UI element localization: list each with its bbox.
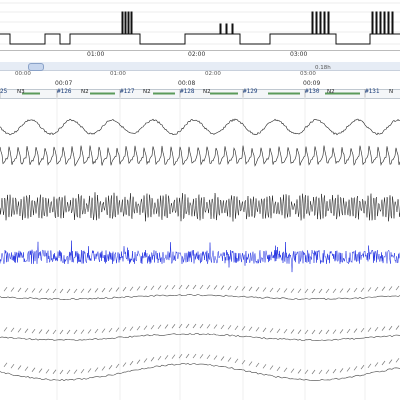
epoch-bar[interactable] xyxy=(0,89,400,99)
detail-top-tick: 00:09 xyxy=(303,80,321,87)
epoch-stage[interactable]: N xyxy=(389,89,394,95)
signal-traces[interactable] xyxy=(0,97,400,400)
duration-label: 0.18h xyxy=(315,65,331,71)
scroll-thumb-handle[interactable] xyxy=(28,63,44,71)
overview-tick: 03:00 xyxy=(290,51,308,58)
epoch-stage[interactable]: N2 xyxy=(143,89,151,95)
trace-numeric-2 xyxy=(0,323,400,341)
epoch-stage[interactable]: N2 xyxy=(203,89,211,95)
epoch-stage[interactable]: N3 xyxy=(17,89,25,95)
epoch-stage[interactable]: N2 xyxy=(327,89,335,95)
epoch-number[interactable]: #129 xyxy=(243,88,258,95)
overview-tick: 01:00 xyxy=(87,51,105,58)
detail-mid-tick: 00:00 xyxy=(15,71,31,77)
detail-mid-tick: 02:00 xyxy=(205,71,221,77)
detail-time-axis: 00:00 01:00 02:00 03:00 0.18h 00:07 00:0… xyxy=(0,65,400,90)
trace-eeg[interactable] xyxy=(0,192,400,222)
detail-mid-tick: 01:00 xyxy=(110,71,126,77)
epoch-stage[interactable]: N2 xyxy=(81,89,89,95)
trace-respiration[interactable] xyxy=(0,118,400,136)
epoch-number[interactable]: 25 xyxy=(0,88,8,95)
trace-emg[interactable] xyxy=(0,240,400,273)
epoch-number[interactable]: #128 xyxy=(180,88,195,95)
overview-tick: 02:00 xyxy=(188,51,206,58)
detail-top-tick: 00:08 xyxy=(178,80,196,87)
epoch-number[interactable]: #131 xyxy=(365,88,380,95)
epoch-number[interactable]: #126 xyxy=(57,88,72,95)
trace-numeric-3 xyxy=(0,353,400,381)
epoch-gridlines xyxy=(56,97,366,400)
detail-mid-tick: 03:00 xyxy=(300,71,316,77)
overview-time-axis: 01:00 02:00 03:00 xyxy=(0,50,400,61)
hypnogram-overview[interactable] xyxy=(0,0,400,50)
trace-thorax[interactable] xyxy=(0,145,400,167)
detail-top-tick: 00:07 xyxy=(55,80,73,87)
trace-numeric-1 xyxy=(0,284,400,301)
timeline-scrollbar[interactable] xyxy=(0,62,400,71)
epoch-number[interactable]: #130 xyxy=(305,88,320,95)
epoch-stage-lines xyxy=(0,89,366,98)
epoch-number[interactable]: #127 xyxy=(120,88,135,95)
